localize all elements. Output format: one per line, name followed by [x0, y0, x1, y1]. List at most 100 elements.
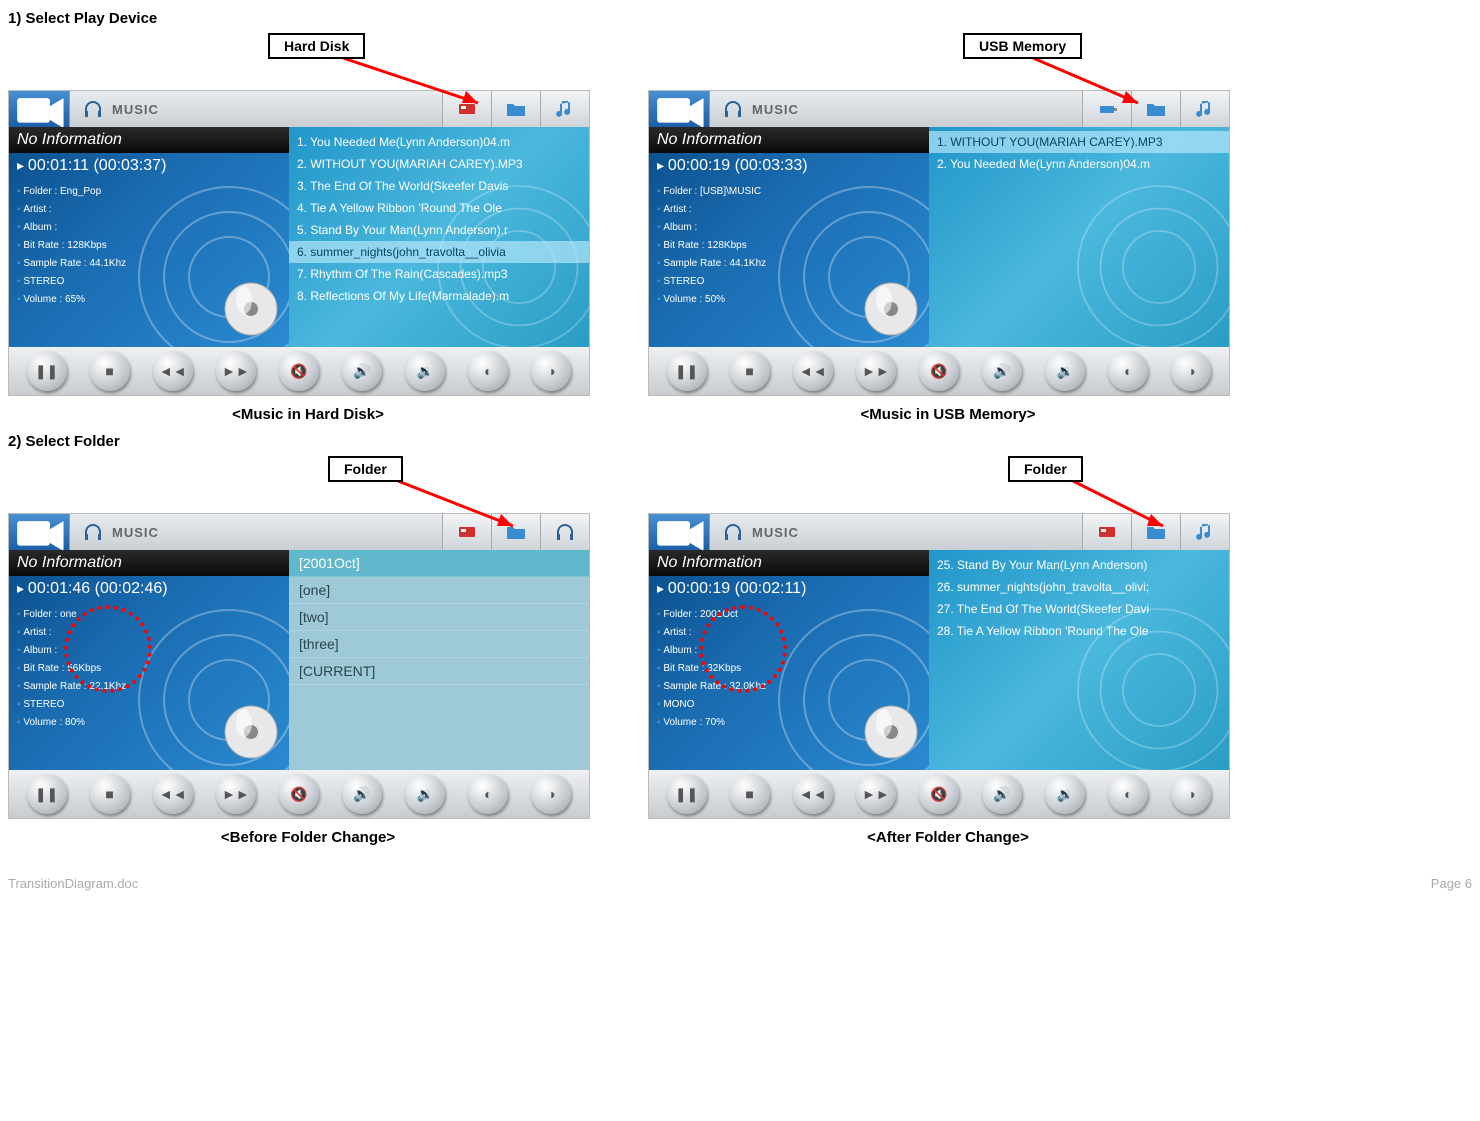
mode-a-button[interactable]: ◐	[468, 351, 508, 391]
caption-2a: <Before Folder Change>	[8, 829, 608, 846]
arrow-folder-b	[1068, 476, 1188, 536]
vol-down-button[interactable]: 🔉	[1045, 351, 1085, 391]
mode-b-button[interactable]: ◑	[1171, 774, 1211, 814]
highlight-circle	[699, 605, 787, 693]
track-item[interactable]: 2. WITHOUT YOU(MARIAH CAREY).MP3	[289, 153, 589, 175]
track-item[interactable]: 27. The End Of The World(Skeefer Davi	[929, 598, 1229, 620]
mute-button[interactable]: 🔇	[279, 351, 319, 391]
next-button[interactable]: ►►	[856, 351, 896, 391]
stop-button[interactable]: ■	[730, 351, 770, 391]
track-item[interactable]: 3. The End Of The World(Skeefer Davis	[289, 175, 589, 197]
mode-b-button[interactable]: ◑	[531, 774, 571, 814]
caption-1b: <Music in USB Memory>	[648, 406, 1248, 423]
player-hdd: MUSIC No Information 00:01:11 (00:03:37)…	[8, 90, 590, 396]
mute-button[interactable]: 🔇	[919, 351, 959, 391]
headphone-icon	[82, 521, 104, 543]
track-title: No Information	[9, 127, 289, 153]
time-display: 00:00:19 (00:03:33)	[649, 153, 929, 179]
arrow-hdd	[338, 53, 498, 113]
mode-b-button[interactable]: ◑	[531, 351, 571, 391]
mute-button[interactable]: 🔇	[279, 774, 319, 814]
arrow-usb	[1028, 53, 1158, 113]
toolbar-note-button[interactable]	[1180, 91, 1229, 127]
music-mode-indicator: MUSIC	[710, 91, 1082, 127]
caption-2b: <After Folder Change>	[648, 829, 1248, 846]
next-button[interactable]: ►►	[216, 774, 256, 814]
vol-up-button[interactable]: 🔊	[342, 351, 382, 391]
time-display: 00:01:46 (00:02:46)	[9, 576, 289, 602]
control-bar: ❚❚ ■ ◄◄ ►► 🔇 🔊 🔉 ◐ ◑	[9, 770, 589, 818]
headphone-icon	[722, 98, 744, 120]
track-item[interactable]: 1. WITHOUT YOU(MARIAH CAREY).MP3	[929, 131, 1229, 153]
folder-item[interactable]: [2001Oct]	[289, 550, 589, 577]
arrow-folder-a	[393, 476, 533, 536]
callout-hdd: Hard Disk	[268, 33, 365, 59]
vol-down-button[interactable]: 🔉	[405, 351, 445, 391]
stop-button[interactable]: ■	[90, 351, 130, 391]
folder-item[interactable]: [CURRENT]	[289, 658, 589, 685]
headphone-icon	[722, 521, 744, 543]
folder-item[interactable]: [three]	[289, 631, 589, 658]
info-panel: No Information 00:00:19 (00:03:33) Folde…	[649, 127, 929, 347]
control-bar: ❚❚ ■ ◄◄ ►► 🔇 🔊 🔉 ◐ ◑	[649, 770, 1229, 818]
info-panel: No Information 00:00:19 (00:02:11) Folde…	[649, 550, 929, 770]
music-label: MUSIC	[752, 102, 799, 117]
track-item[interactable]: 28. Tie A Yellow Ribbon 'Round The Ole	[929, 620, 1229, 642]
prev-button[interactable]: ◄◄	[153, 351, 193, 391]
pause-button[interactable]: ❚❚	[27, 351, 67, 391]
toolbar-headphone-button[interactable]	[540, 514, 589, 550]
vol-up-button[interactable]: 🔊	[342, 774, 382, 814]
mute-button[interactable]: 🔇	[919, 774, 959, 814]
music-label: MUSIC	[112, 525, 159, 540]
track-item[interactable]: 26. summer_nights(john_travolta__olivi;	[929, 576, 1229, 598]
track-title: No Information	[649, 127, 929, 153]
pause-button[interactable]: ❚❚	[27, 774, 67, 814]
vol-down-button[interactable]: 🔉	[405, 774, 445, 814]
vol-up-button[interactable]: 🔊	[982, 351, 1022, 391]
mode-a-button[interactable]: ◐	[1108, 351, 1148, 391]
home-button[interactable]	[9, 514, 70, 550]
vol-down-button[interactable]: 🔉	[1045, 774, 1085, 814]
pause-button[interactable]: ❚❚	[667, 351, 707, 391]
stop-button[interactable]: ■	[90, 774, 130, 814]
track-item[interactable]: 7. Rhythm Of The Rain(Cascades).mp3	[289, 263, 589, 285]
mode-a-button[interactable]: ◐	[1108, 774, 1148, 814]
track-item[interactable]: 6. summer_nights(john_travolta__olivia	[289, 241, 589, 263]
home-button[interactable]	[9, 91, 70, 127]
time-display: 00:00:19 (00:02:11)	[649, 576, 929, 602]
toolbar-note-button[interactable]	[540, 91, 589, 127]
next-button[interactable]: ►►	[856, 774, 896, 814]
callout-folder-a: Folder	[328, 456, 403, 482]
stop-button[interactable]: ■	[730, 774, 770, 814]
track-title: No Information	[649, 550, 929, 576]
page-footer: TransitionDiagram.doc Page 6	[8, 876, 1472, 891]
folder-item[interactable]: [two]	[289, 604, 589, 631]
section-1-title: 1) Select Play Device	[8, 10, 1472, 27]
prev-button[interactable]: ◄◄	[153, 774, 193, 814]
track-item[interactable]: 8. Reflections Of My Life(Marmalade).m	[289, 285, 589, 307]
track-item[interactable]: 1. You Needed Me(Lynn Anderson)04.m	[289, 131, 589, 153]
prev-button[interactable]: ◄◄	[793, 351, 833, 391]
folder-item[interactable]: [one]	[289, 577, 589, 604]
track-item[interactable]: 25. Stand By Your Man(Lynn Anderson)	[929, 554, 1229, 576]
next-button[interactable]: ►►	[216, 351, 256, 391]
music-label: MUSIC	[752, 525, 799, 540]
toolbar-folder-button[interactable]	[491, 91, 540, 127]
control-bar: ❚❚ ■ ◄◄ ►► 🔇 🔊 🔉 ◐ ◑	[9, 347, 589, 395]
track-item[interactable]: 5. Stand By Your Man(Lynn Anderson).r	[289, 219, 589, 241]
track-item[interactable]: 4. Tie A Yellow Ribbon 'Round The Ole	[289, 197, 589, 219]
prev-button[interactable]: ◄◄	[793, 774, 833, 814]
home-button[interactable]	[649, 91, 710, 127]
home-button[interactable]	[649, 514, 710, 550]
mode-a-button[interactable]: ◐	[468, 774, 508, 814]
pause-button[interactable]: ❚❚	[667, 774, 707, 814]
folder-list: [2001Oct][one][two][three][CURRENT]	[289, 550, 589, 770]
mode-b-button[interactable]: ◑	[1171, 351, 1211, 391]
info-panel: No Information 00:01:11 (00:03:37) Folde…	[9, 127, 289, 347]
section-2-title: 2) Select Folder	[8, 433, 1472, 450]
callout-usb: USB Memory	[963, 33, 1082, 59]
vol-up-button[interactable]: 🔊	[982, 774, 1022, 814]
music-label: MUSIC	[112, 102, 159, 117]
track-item[interactable]: 2. You Needed Me(Lynn Anderson)04.m	[929, 153, 1229, 175]
track-title: No Information	[9, 550, 289, 576]
